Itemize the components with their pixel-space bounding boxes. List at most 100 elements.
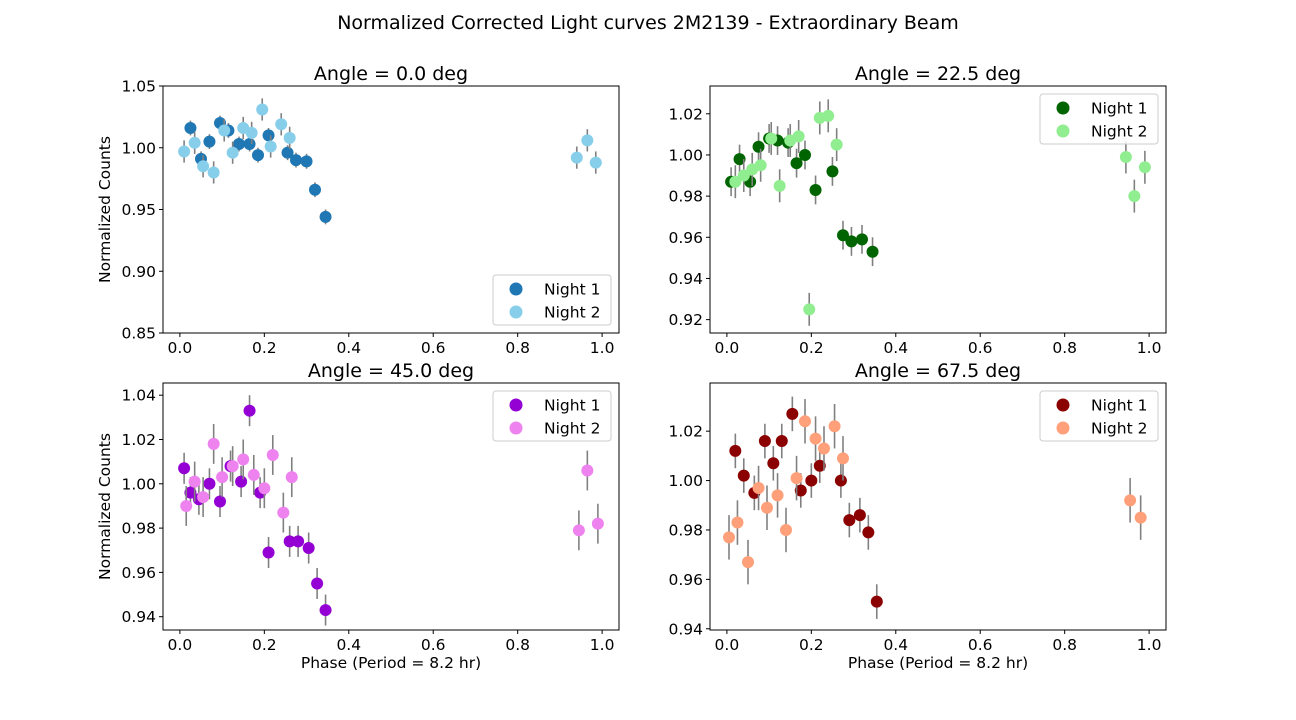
x-tick-label: 0.0 — [168, 339, 193, 357]
x-tick-label: 0.0 — [715, 636, 740, 654]
data-point — [792, 130, 805, 143]
data-point — [828, 420, 841, 433]
x-tick-label: 0.4 — [883, 636, 908, 654]
data-point — [589, 156, 602, 169]
y-tick-label: 1.00 — [121, 475, 156, 493]
y-tick-label: 0.96 — [121, 564, 156, 582]
legend-marker — [1056, 421, 1070, 435]
data-point — [285, 471, 298, 484]
data-point — [761, 501, 773, 514]
x-tick-label: 0.2 — [799, 339, 824, 357]
data-point — [309, 183, 321, 196]
data-point — [188, 136, 201, 149]
legend: Night 1 Night 2 — [1039, 93, 1159, 145]
legend-label: Night 2 — [544, 420, 600, 438]
data-point — [773, 179, 786, 192]
data-point — [830, 138, 843, 151]
data-point — [837, 452, 849, 465]
panel-angle-67-5: Angle = 67.5 deg 0.0 0.2 0.4 0.6 0.8 1.0 0.94 0.… — [668, 360, 1167, 672]
data-point — [723, 531, 735, 544]
data-point — [843, 514, 856, 527]
data-point — [572, 524, 585, 537]
x-tick-label: 0.4 — [336, 636, 361, 654]
data-point — [790, 157, 803, 170]
data-point — [775, 435, 788, 448]
data-point — [786, 407, 799, 420]
data-point — [226, 146, 239, 159]
data-point — [197, 491, 210, 504]
data-point — [203, 477, 216, 490]
data-point — [737, 169, 750, 182]
data-point — [207, 437, 220, 450]
x-tick-label: 0.4 — [883, 339, 908, 357]
data-point — [729, 175, 742, 188]
legend-label: Night 2 — [1091, 420, 1147, 438]
x-tick-label: 0.6 — [421, 339, 446, 357]
data-point — [1124, 494, 1137, 507]
y-tick-label: 1.00 — [668, 146, 703, 164]
axes-frame — [162, 382, 620, 631]
data-point — [184, 486, 197, 499]
y-tick-label: 1.00 — [668, 472, 703, 490]
legend-marker — [509, 305, 523, 319]
data-point — [300, 155, 313, 168]
legend-label: Night 1 — [544, 397, 600, 415]
x-axis-label: Phase (Period = 8.2 hr) — [848, 654, 1028, 672]
data-point — [1138, 161, 1151, 174]
y-tick-label: 0.85 — [121, 325, 156, 343]
data-point — [591, 517, 604, 530]
x-tick-label: 0.0 — [168, 636, 193, 654]
x-tick-label: 0.2 — [252, 636, 277, 654]
data-point — [245, 126, 258, 139]
data-point — [1128, 190, 1141, 203]
x-tick-label: 0.4 — [336, 339, 361, 357]
data-point — [866, 245, 879, 258]
data-point — [264, 140, 277, 153]
x-tick-label: 0.2 — [252, 339, 277, 357]
series-2 — [723, 399, 1147, 585]
y-tick-label: 0.96 — [668, 571, 703, 589]
data-point — [856, 233, 868, 246]
data-point — [290, 154, 302, 167]
data-point — [243, 138, 256, 151]
data-point — [870, 595, 883, 608]
data-point — [733, 153, 746, 166]
y-tick-label: 1.05 — [121, 78, 156, 96]
data-point — [237, 453, 250, 466]
data-point — [258, 482, 271, 495]
series-2 — [180, 423, 604, 551]
data-point — [799, 415, 811, 428]
y-tick-label: 1.02 — [668, 423, 703, 441]
data-point — [794, 484, 807, 497]
data-point — [826, 165, 839, 178]
y-tick-label: 0.94 — [668, 620, 703, 638]
data-point — [184, 121, 197, 134]
panel-angle-45: Angle = 45.0 deg 0.0 0.2 0.4 0.6 0.8 1.0 0.94 0.… — [96, 360, 620, 672]
data-point — [822, 109, 835, 122]
data-point — [311, 577, 324, 590]
data-point — [581, 464, 594, 477]
legend-box — [492, 274, 612, 326]
data-point — [837, 229, 849, 242]
data-point — [233, 138, 245, 151]
x-tick-label: 1.0 — [590, 636, 615, 654]
legend-marker — [1056, 124, 1070, 138]
data-point — [729, 444, 742, 457]
data-point — [581, 134, 594, 147]
data-point — [805, 474, 818, 487]
x-tick-label: 0.2 — [799, 636, 824, 654]
data-point — [799, 148, 811, 161]
x-tick-label: 0.8 — [1052, 636, 1077, 654]
data-point — [275, 118, 288, 131]
data-point — [737, 469, 750, 482]
y-tick-label: 1.02 — [668, 105, 703, 123]
legend: Night 1 Night 2 — [492, 390, 612, 442]
legend-marker — [509, 421, 523, 435]
data-point — [1119, 151, 1132, 164]
legend-label: Night 1 — [544, 281, 600, 299]
data-point — [771, 489, 784, 502]
data-point — [207, 166, 220, 179]
data-point — [281, 146, 294, 159]
axes-frame — [709, 382, 1167, 631]
